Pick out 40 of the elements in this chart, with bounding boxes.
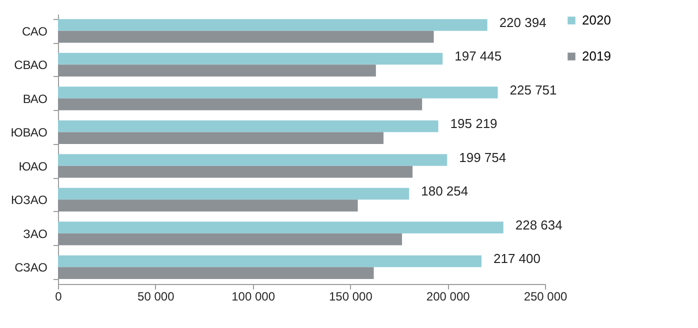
y-tick-label: ЮЗАО xyxy=(11,193,48,208)
y-tick-label: ЮВАО xyxy=(10,126,48,140)
data-label: 199 754 xyxy=(459,150,506,165)
y-tick-label: ЗАО xyxy=(23,226,48,241)
bar xyxy=(58,120,438,132)
bar xyxy=(58,30,434,43)
bar xyxy=(58,86,498,98)
x-tick-label: 200 000 xyxy=(426,290,470,304)
bar xyxy=(58,98,422,110)
y-tick-label: ЮАО xyxy=(18,159,48,174)
bar xyxy=(58,154,448,166)
bar xyxy=(58,19,488,31)
y-tick-label: СВАО xyxy=(14,58,48,72)
x-tick-label: 250 000 xyxy=(524,290,568,304)
data-label: 217 400 xyxy=(493,251,540,266)
data-label: 197 445 xyxy=(454,48,502,64)
x-tick-label: 150 000 xyxy=(329,290,373,304)
bar xyxy=(58,267,374,279)
bar xyxy=(58,52,443,65)
bar xyxy=(58,222,504,234)
bar xyxy=(58,233,402,246)
x-tick-label: 100 000 xyxy=(232,290,276,304)
x-tick-label: 0 xyxy=(55,290,62,304)
data-label: 180 254 xyxy=(421,184,468,199)
bar xyxy=(58,188,410,200)
bar xyxy=(58,132,384,144)
data-label: 220 394 xyxy=(499,14,546,30)
bar xyxy=(58,200,358,212)
legend-label: 2019 xyxy=(582,48,611,64)
y-tick-label: СЗАО xyxy=(14,260,48,275)
y-tick-label: ВАО xyxy=(22,92,48,106)
bar xyxy=(58,166,413,178)
legend-label: 2020 xyxy=(582,12,611,28)
bar xyxy=(58,64,376,76)
data-label: 195 219 xyxy=(450,116,498,132)
data-label: 225 751 xyxy=(510,82,557,98)
y-tick-label: САО xyxy=(22,24,48,38)
bar xyxy=(58,255,482,268)
x-tick-label: 50 000 xyxy=(138,290,175,304)
data-label: 228 634 xyxy=(515,217,562,232)
